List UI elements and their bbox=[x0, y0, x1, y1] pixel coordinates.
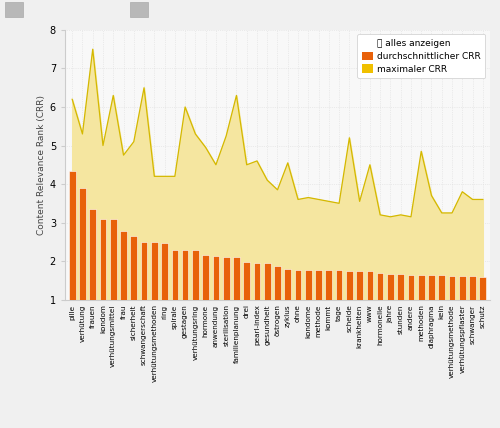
Bar bbox=[192, 250, 198, 300]
Bar bbox=[90, 209, 96, 300]
Y-axis label: Content Relevance Rank (CRR): Content Relevance Rank (CRR) bbox=[36, 95, 46, 235]
Bar bbox=[398, 274, 404, 300]
Bar bbox=[212, 256, 219, 300]
Bar bbox=[79, 188, 86, 300]
Bar bbox=[469, 276, 476, 300]
Bar bbox=[459, 276, 466, 300]
Bar bbox=[428, 275, 435, 300]
Bar bbox=[100, 219, 106, 300]
Bar bbox=[305, 270, 312, 300]
Bar bbox=[254, 263, 260, 300]
Bar bbox=[182, 250, 188, 300]
Bar bbox=[315, 270, 322, 300]
Bar bbox=[274, 266, 281, 300]
Bar bbox=[130, 2, 148, 18]
Bar bbox=[244, 262, 250, 300]
Bar bbox=[366, 271, 373, 300]
Bar bbox=[130, 236, 137, 300]
Bar bbox=[387, 274, 394, 300]
Bar bbox=[161, 243, 168, 300]
Bar bbox=[377, 273, 384, 300]
Bar bbox=[172, 250, 178, 300]
Bar bbox=[294, 270, 302, 300]
Bar bbox=[284, 269, 291, 300]
Bar bbox=[326, 270, 332, 300]
Bar bbox=[264, 263, 270, 300]
Bar bbox=[480, 277, 486, 300]
Bar bbox=[69, 171, 75, 300]
Bar bbox=[356, 271, 363, 300]
Legend: 🔍 alles anzeigen, durchschnittlicher CRR, maximaler CRR: 🔍 alles anzeigen, durchschnittlicher CRR… bbox=[358, 35, 486, 78]
Bar bbox=[140, 242, 147, 300]
Bar bbox=[202, 255, 209, 300]
Bar bbox=[408, 275, 414, 300]
Bar bbox=[5, 2, 23, 18]
Bar bbox=[151, 242, 158, 300]
Bar bbox=[438, 275, 445, 300]
Bar bbox=[346, 271, 352, 300]
Bar bbox=[336, 270, 342, 300]
Bar bbox=[448, 276, 456, 300]
Bar bbox=[110, 220, 116, 300]
Bar bbox=[233, 257, 240, 300]
Bar bbox=[223, 257, 230, 300]
Bar bbox=[120, 231, 127, 300]
Bar bbox=[418, 275, 424, 300]
